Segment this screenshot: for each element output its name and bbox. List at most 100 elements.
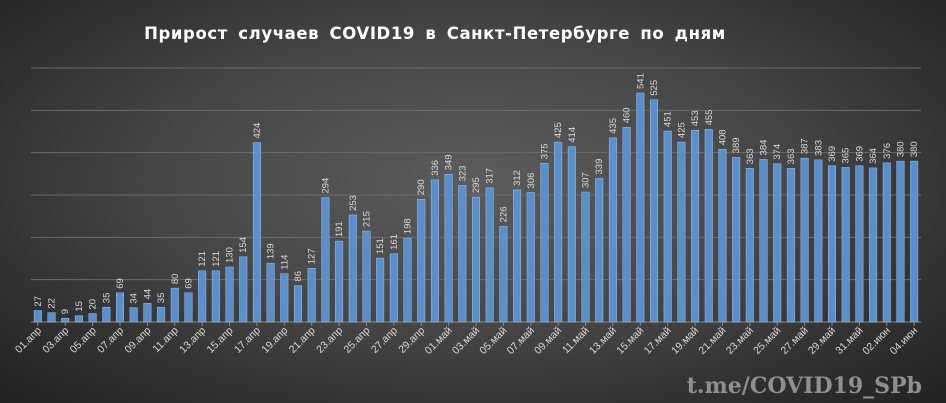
data-label: 425 [676, 122, 687, 138]
bar [184, 292, 193, 323]
tick-label: 31.май [833, 325, 865, 357]
data-label: 80 [170, 274, 181, 285]
bar [143, 303, 152, 323]
data-label: 365 [841, 148, 852, 164]
tick-label: 13.май [587, 325, 619, 357]
data-label: 114 [279, 255, 290, 270]
bar [869, 167, 878, 323]
data-label: 35 [101, 293, 112, 304]
tick-label: 05.апр [68, 325, 99, 356]
bar [677, 141, 686, 323]
tick-label: 11.апр [150, 325, 181, 356]
data-label: 451 [663, 111, 674, 127]
data-label: 453 [690, 110, 701, 126]
data-label: 349 [444, 154, 455, 170]
data-label: 369 [854, 146, 865, 162]
bar [786, 168, 795, 323]
data-label: 44 [142, 289, 153, 300]
data-label: 363 [786, 148, 797, 164]
tick-label: 07.май [505, 325, 537, 357]
bar [198, 270, 207, 323]
bar [526, 192, 535, 323]
tick-label: 02.июн [860, 324, 893, 357]
tick-label: 03.май [450, 325, 482, 357]
data-label: 384 [759, 140, 770, 156]
bar [485, 187, 494, 323]
tick-label: 23.апр [314, 325, 345, 356]
data-label: 460 [622, 107, 633, 123]
data-label: 161 [389, 234, 400, 250]
bar [732, 157, 741, 323]
data-label: 86 [293, 271, 304, 282]
data-label: 69 [183, 278, 194, 289]
bar [499, 226, 508, 323]
data-label: 306 [526, 173, 537, 189]
data-label: 27 [33, 296, 44, 307]
tick-label: 07.апр [95, 325, 126, 356]
data-label: 290 [416, 179, 427, 195]
data-label: 541 [635, 73, 646, 89]
tick-label: 15.апр [205, 325, 236, 356]
bar [376, 257, 385, 323]
data-label: 455 [704, 110, 715, 126]
data-label: 336 [430, 160, 441, 176]
bar [47, 312, 56, 323]
bars [33, 92, 919, 323]
tick-label: 03.апр [40, 325, 71, 356]
bar [704, 129, 713, 323]
bar [61, 317, 70, 323]
bar [170, 287, 179, 323]
bar [74, 315, 83, 323]
data-label: 414 [567, 127, 578, 143]
data-label: 151 [375, 238, 386, 254]
data-label: 339 [594, 159, 605, 175]
data-label: 139 [266, 243, 277, 259]
data-label: 20 [88, 299, 99, 310]
data-label: 154 [238, 237, 249, 253]
bar [718, 149, 727, 323]
data-label: 374 [772, 144, 783, 160]
data-label: 525 [649, 80, 660, 96]
bar [896, 160, 905, 323]
data-label: 121 [197, 251, 208, 267]
bar [225, 266, 234, 323]
data-label: 22 [47, 298, 58, 309]
bar [540, 163, 549, 323]
bar [554, 141, 563, 323]
data-label: 191 [334, 221, 345, 237]
tick-label: 19.май [669, 325, 701, 357]
bar [855, 165, 864, 323]
bar [239, 256, 248, 323]
bar [280, 273, 289, 323]
bar [430, 179, 439, 323]
bar [458, 185, 467, 323]
bar [814, 159, 823, 323]
data-label: 380 [909, 141, 920, 157]
bar [581, 191, 590, 323]
data-label: 130 [225, 247, 236, 263]
tick-label: 19.апр [259, 325, 290, 356]
bar [745, 168, 754, 323]
data-label: 312 [512, 170, 523, 186]
data-label: 35 [156, 293, 167, 304]
tick-label: 25.май [751, 325, 783, 357]
bar [88, 313, 97, 323]
bar [691, 129, 700, 323]
bar [129, 307, 138, 323]
bar [471, 196, 481, 323]
tick-label: 29.май [806, 325, 838, 357]
bar [157, 306, 166, 323]
data-label: 380 [895, 141, 906, 157]
data-label: 15 [74, 301, 85, 312]
bar [33, 310, 42, 323]
tick-label: 29.апр [396, 325, 427, 356]
data-label: 215 [361, 211, 372, 227]
data-label: 253 [348, 195, 359, 211]
data-label: 364 [868, 148, 879, 164]
data-label: 127 [307, 248, 318, 264]
tick-label: 25.апр [341, 325, 372, 356]
x-axis-ticks: 01.апр03.апр05.апр07.апр09.апр11.апр13.а… [13, 322, 920, 357]
